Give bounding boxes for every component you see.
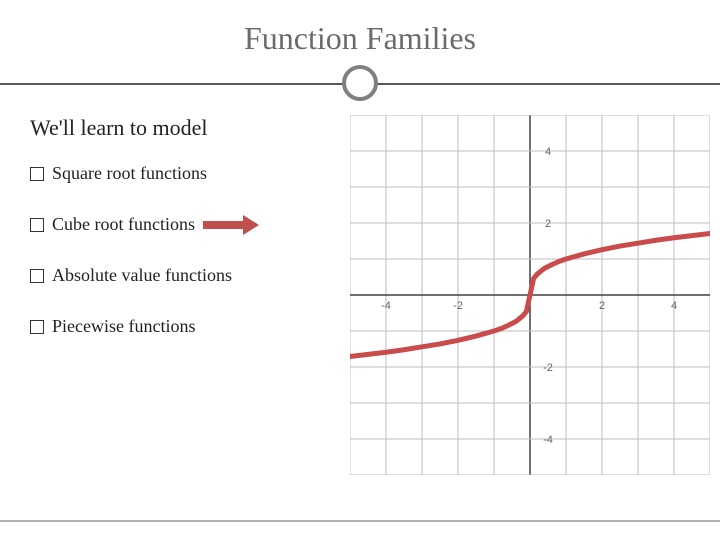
svg-text:-2: -2	[453, 300, 463, 312]
item-label: Cube root functions	[52, 214, 195, 235]
circle-decor	[342, 65, 378, 101]
svg-text:-4: -4	[381, 300, 391, 312]
svg-text:2: 2	[599, 300, 605, 312]
cube-root-chart: -4 -2 2 4 -4 -2 2 4	[350, 115, 710, 475]
slide: Function Families We'll learn to model S…	[0, 0, 720, 540]
item-label: Square root functions	[52, 163, 207, 184]
item-label: Piecewise functions	[52, 316, 195, 337]
content-row: We'll learn to model Square root functio…	[30, 115, 690, 480]
list-item: Absolute value functions	[30, 265, 340, 286]
title-rule	[30, 65, 690, 105]
checkbox-icon	[30, 269, 44, 283]
subtitle: We'll learn to model	[30, 115, 340, 141]
list-item: Piecewise functions	[30, 316, 340, 337]
left-column: We'll learn to model Square root functio…	[30, 115, 340, 480]
svg-text:4: 4	[671, 300, 677, 312]
list-item: Cube root functions	[30, 214, 340, 235]
list-item: Square root functions	[30, 163, 340, 184]
svg-text:-2: -2	[543, 362, 553, 374]
svg-text:2: 2	[545, 218, 551, 230]
right-column: -4 -2 2 4 -4 -2 2 4	[350, 115, 710, 480]
svg-text:4: 4	[545, 146, 551, 158]
checkbox-icon	[30, 167, 44, 181]
svg-text:-4: -4	[543, 434, 553, 446]
page-title: Function Families	[30, 20, 690, 57]
arrow-right-icon	[203, 215, 259, 235]
checkbox-icon	[30, 218, 44, 232]
item-label: Absolute value functions	[52, 265, 232, 286]
bottom-rule	[0, 520, 720, 522]
checkbox-icon	[30, 320, 44, 334]
